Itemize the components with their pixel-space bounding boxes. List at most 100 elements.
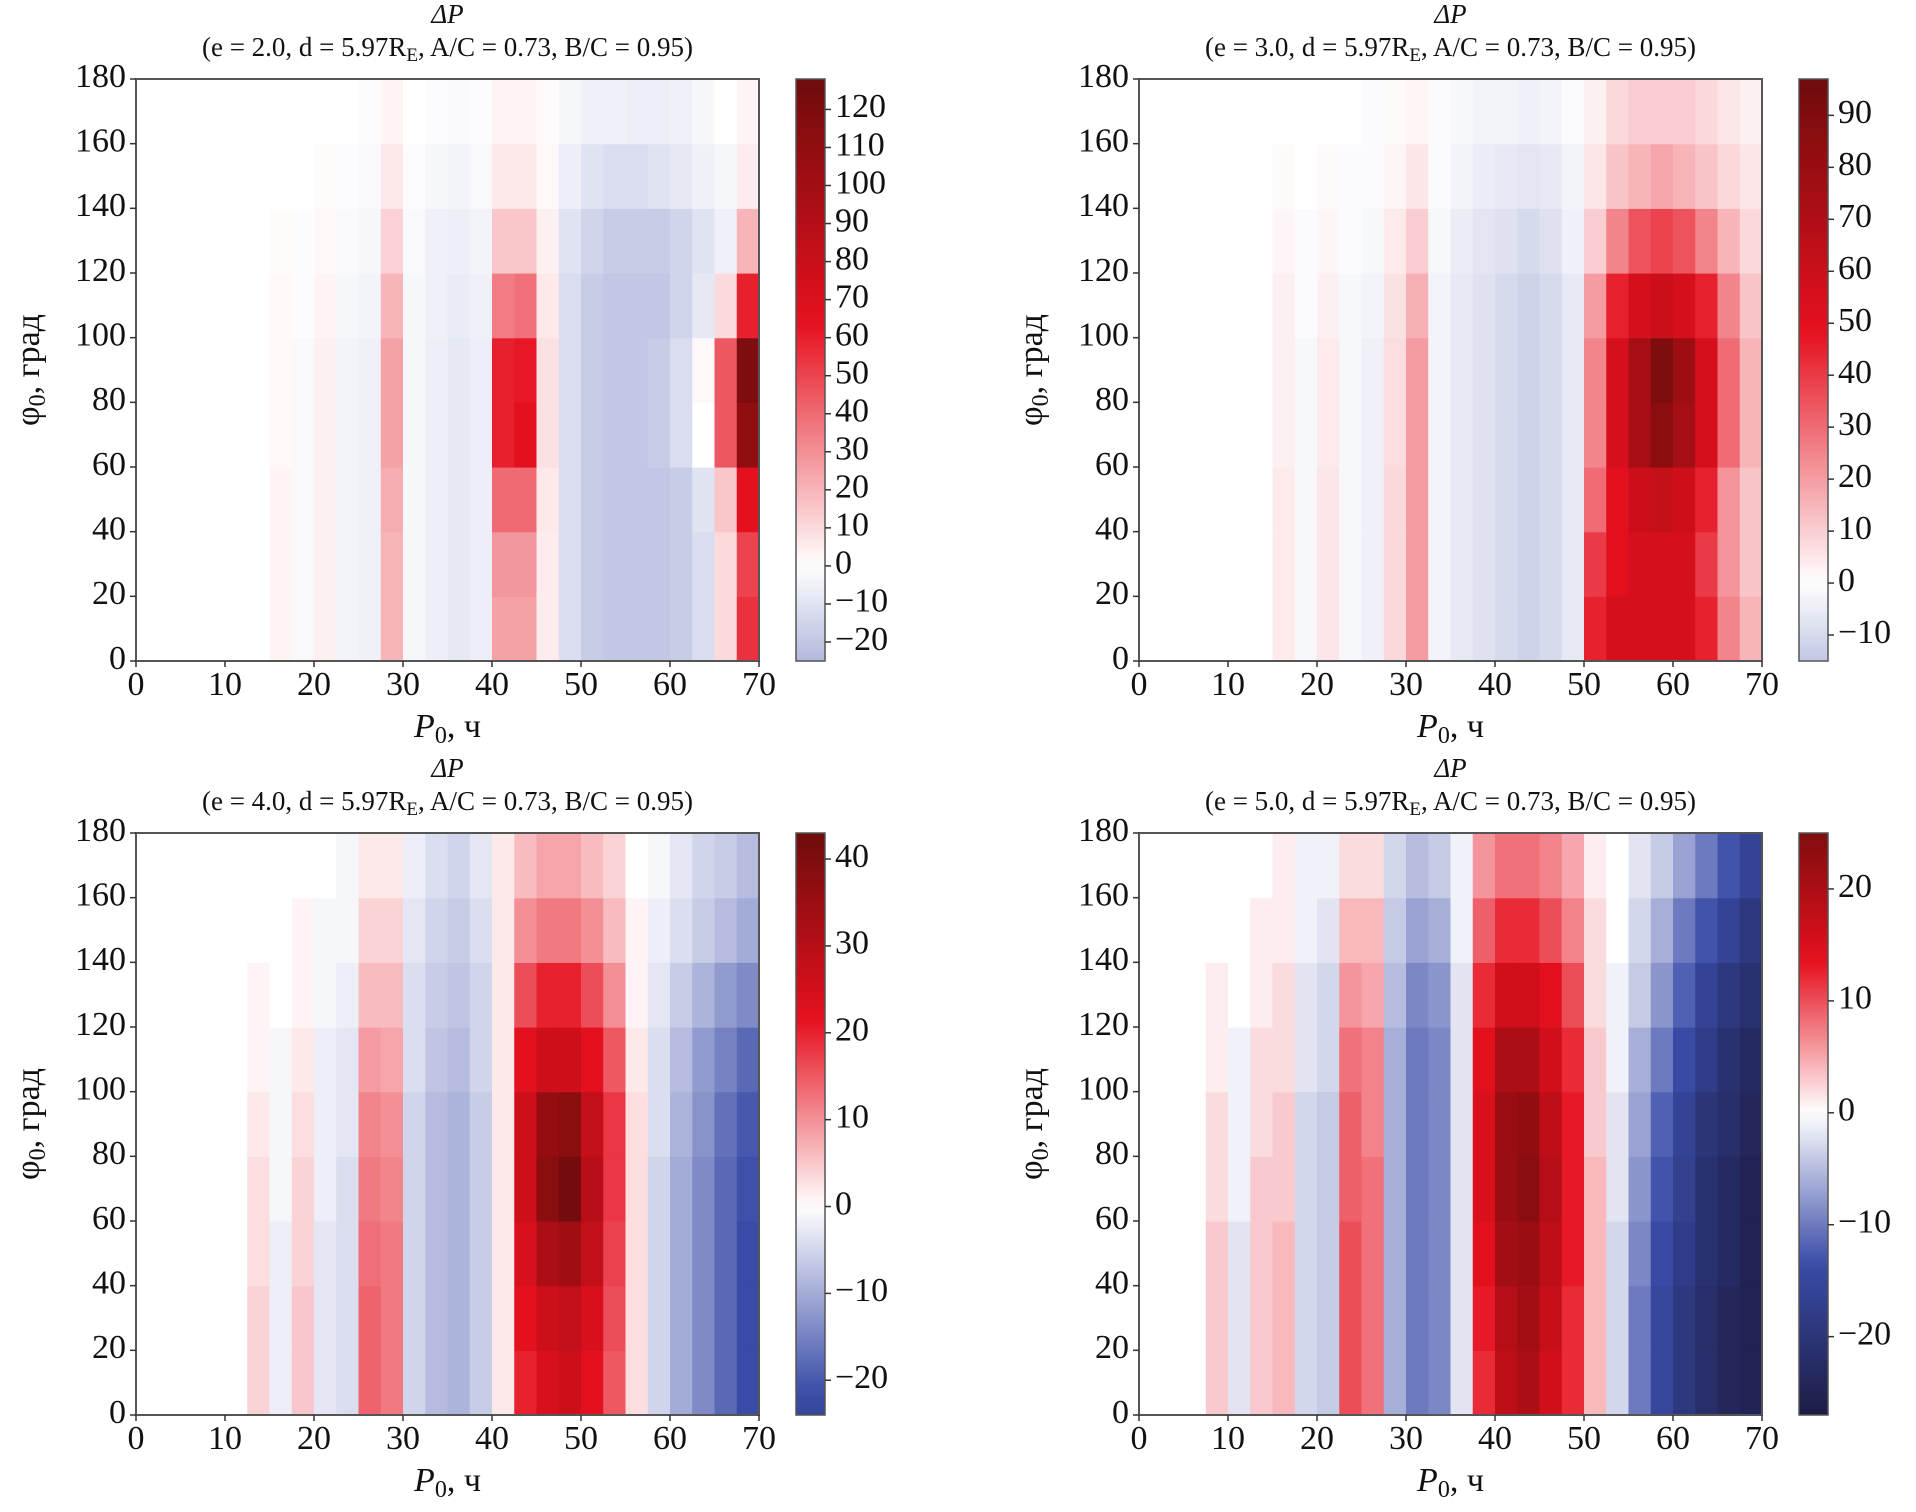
heat-cell [603,208,627,274]
heat-cell [514,596,538,662]
colorbar-tick-label: −20 [835,621,888,658]
heat-cell [425,531,449,597]
colorbar-tick-label: 20 [1838,868,1872,905]
heat-cell [1539,1350,1563,1416]
heat-cell [336,273,360,339]
heat-cell [1139,467,1162,533]
heat-cell [380,467,404,533]
heat-cell [603,79,627,145]
heat-cell [269,1027,293,1093]
heat-cell [1673,337,1696,403]
heat-cell [625,962,649,1028]
heat-cell [1161,833,1185,899]
heat-cell [1205,273,1229,339]
x-tick-label: 40 [1478,666,1512,703]
heat-cell [1294,833,1318,899]
heat-cell [1339,467,1363,533]
heat-cell [1250,531,1274,597]
heat-cell [647,1221,671,1287]
colorbar-tick-label: 90 [835,202,869,239]
heat-cell [1139,143,1162,209]
heat-cell [291,897,315,963]
heat-cell [1472,1156,1496,1222]
heat-cell [1406,1156,1429,1222]
heat-cell [1361,1027,1385,1093]
heat-cell [536,143,560,209]
y-tick-label: 20 [1095,1329,1129,1366]
heat-cell [581,1350,604,1416]
x-tick-label: 10 [208,666,242,703]
heat-cell [736,143,760,209]
subtitle-part: E [406,799,418,820]
heat-cell [380,531,404,597]
heat-cell [1517,1091,1541,1157]
heat-cell [1495,596,1518,662]
heat-cell [202,897,226,963]
heat-cell [1717,1156,1741,1222]
heat-cell [736,337,760,403]
heat-cell [225,1027,248,1093]
heat-cell [1628,833,1652,899]
heat-cell [714,143,738,209]
heat-cell [1450,531,1474,597]
y-tick-label: 40 [1095,1264,1129,1301]
heat-cell [536,402,560,468]
heat-cell [581,1027,604,1093]
heat-cell [1450,467,1474,533]
heat-cell [625,1221,649,1287]
heat-cell [1606,962,1630,1028]
heatmap [136,79,760,662]
heat-cell [1205,962,1229,1028]
colorbar-tick-label: 10 [1838,980,1872,1017]
heat-cell [1250,273,1274,339]
heat-cell [1406,1091,1429,1157]
heat-cell [1183,337,1207,403]
heat-cell [1205,596,1229,662]
heat-cell [247,1285,271,1351]
heat-cell [1495,1091,1518,1157]
heat-cell [291,1285,315,1351]
heat-cell [1161,962,1185,1028]
heat-cell [1561,402,1585,468]
heat-cell [1294,143,1318,209]
heat-cell [380,1091,404,1157]
heat-cell [1472,79,1496,145]
y-tick-label: 120 [1078,1006,1129,1043]
heat-cell [1517,273,1541,339]
heat-cell [670,143,693,209]
heat-cell [225,402,248,468]
heat-cell [1561,962,1585,1028]
heat-cell [336,1221,360,1287]
y-axis-label: φ0, град [10,1068,51,1180]
heat-cell [314,208,337,274]
heat-cell [180,1221,204,1287]
heat-cell [269,1221,293,1287]
heat-cell [1606,143,1630,209]
heat-cell [1228,531,1251,597]
heat-cell [1406,337,1429,403]
heat-cell [1717,833,1741,899]
heat-cell [514,1156,538,1222]
y-label-part: φ [10,1160,47,1180]
y-tick-label: 60 [1095,446,1129,483]
heat-cell [1472,1221,1496,1287]
heat-cell [692,208,716,274]
heat-cell [1673,531,1696,597]
heat-cell [1650,1285,1674,1351]
heat-cell [536,1091,560,1157]
heat-cell [1272,1027,1296,1093]
heat-cell [247,1027,271,1093]
colorbar-tick-label: −20 [1838,1315,1891,1352]
heat-cell [1739,467,1763,533]
heat-cell [1361,531,1385,597]
heat-cell [603,1091,627,1157]
heat-cell [1450,273,1474,339]
colorbar-tick-label: 40 [835,393,869,430]
heat-cell [736,402,760,468]
heat-cell [1183,596,1207,662]
y-tick-label: 80 [1095,381,1129,418]
heat-cell [1495,79,1518,145]
heat-cell [1161,596,1185,662]
heat-cell [1673,1156,1696,1222]
heat-cell [1517,337,1541,403]
